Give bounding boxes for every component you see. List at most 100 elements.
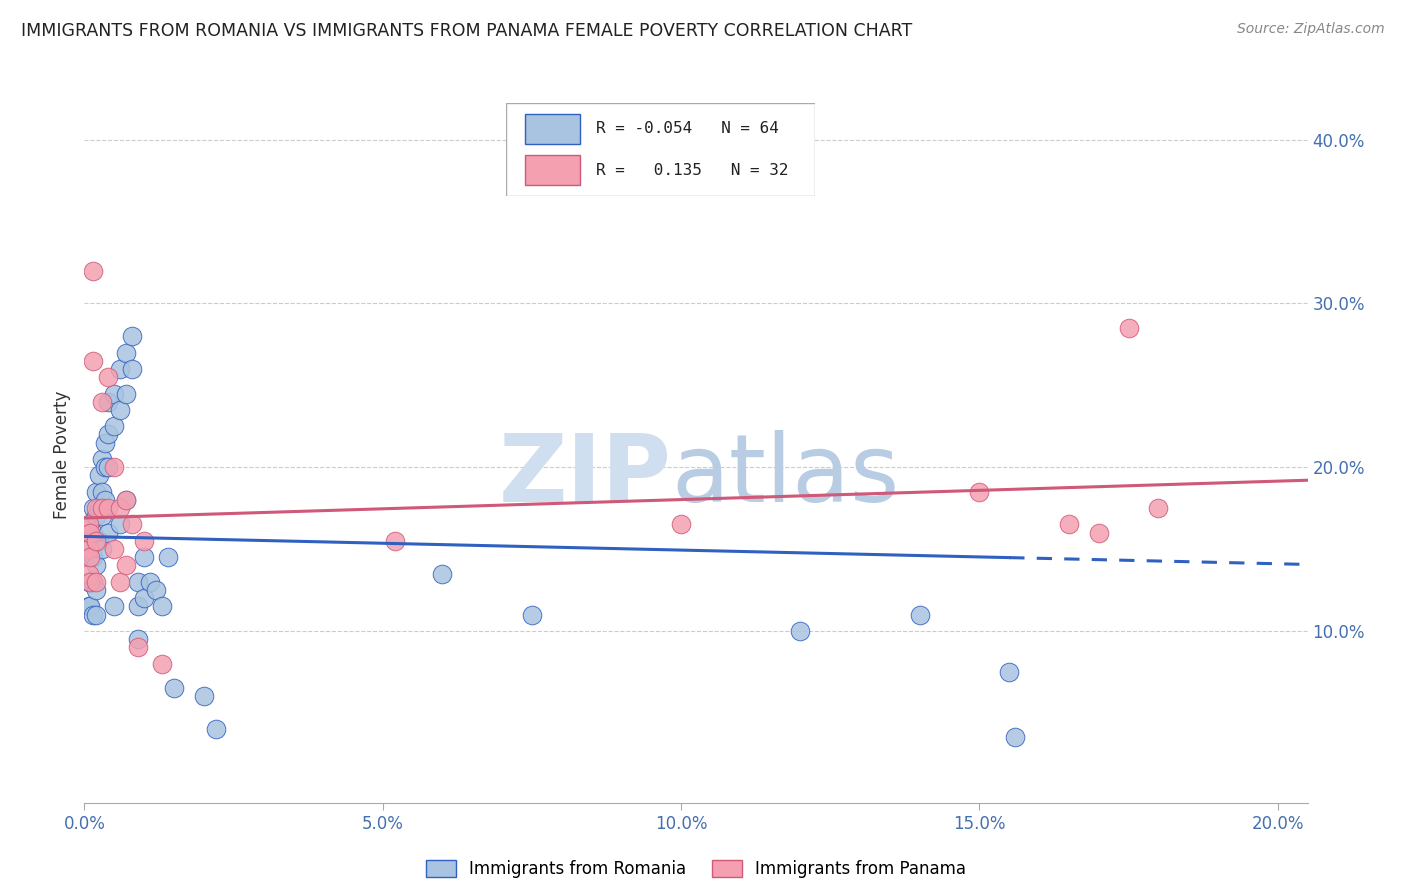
- Point: [193, 690, 215, 704]
- Point: [77, 599, 100, 614]
- Point: [82, 353, 104, 368]
- Point: [89, 468, 111, 483]
- Point: [79, 550, 101, 565]
- Point: [145, 582, 167, 597]
- Text: ZIP: ZIP: [499, 430, 672, 522]
- Point: [79, 574, 101, 589]
- Point: [94, 460, 117, 475]
- Point: [139, 574, 162, 589]
- Point: [432, 566, 454, 581]
- Point: [108, 517, 131, 532]
- Point: [127, 599, 149, 614]
- Point: [79, 574, 101, 589]
- Point: [82, 574, 104, 589]
- Point: [79, 525, 101, 540]
- Point: [1118, 321, 1140, 335]
- Point: [89, 501, 111, 516]
- Text: R = -0.054   N = 64: R = -0.054 N = 64: [596, 121, 779, 136]
- Point: [115, 386, 138, 401]
- Point: [108, 403, 131, 417]
- Point: [77, 542, 100, 557]
- Point: [669, 517, 692, 532]
- Bar: [524, 114, 581, 144]
- Point: [91, 501, 114, 516]
- Point: [84, 509, 107, 524]
- Point: [103, 460, 125, 475]
- Point: [121, 517, 143, 532]
- Legend: Immigrants from Romania, Immigrants from Panama: Immigrants from Romania, Immigrants from…: [419, 854, 973, 885]
- Point: [108, 501, 131, 516]
- Point: [998, 665, 1021, 679]
- Point: [82, 525, 104, 540]
- Text: Source: ZipAtlas.com: Source: ZipAtlas.com: [1237, 22, 1385, 37]
- Point: [156, 550, 179, 565]
- Bar: [524, 155, 581, 185]
- Point: [115, 345, 138, 359]
- Point: [1147, 501, 1170, 516]
- Point: [94, 492, 117, 507]
- Point: [94, 435, 117, 450]
- Point: [132, 591, 155, 606]
- Point: [132, 533, 155, 548]
- Point: [103, 599, 125, 614]
- Point: [384, 533, 406, 548]
- Point: [77, 542, 100, 557]
- Point: [97, 394, 120, 409]
- Point: [103, 542, 125, 557]
- Point: [127, 632, 149, 646]
- Point: [103, 419, 125, 434]
- Point: [84, 501, 107, 516]
- Text: IMMIGRANTS FROM ROMANIA VS IMMIGRANTS FROM PANAMA FEMALE POVERTY CORRELATION CHA: IMMIGRANTS FROM ROMANIA VS IMMIGRANTS FR…: [21, 22, 912, 40]
- Point: [204, 722, 226, 736]
- Point: [115, 492, 138, 507]
- Point: [84, 533, 107, 548]
- Point: [91, 484, 114, 499]
- Point: [77, 566, 100, 581]
- Point: [84, 574, 107, 589]
- Text: atlas: atlas: [672, 430, 900, 522]
- Point: [127, 574, 149, 589]
- Point: [150, 599, 173, 614]
- Point: [121, 362, 143, 376]
- Point: [115, 558, 138, 573]
- Point: [108, 574, 131, 589]
- Point: [91, 542, 114, 557]
- Point: [108, 362, 131, 376]
- Point: [84, 582, 107, 597]
- Point: [77, 517, 100, 532]
- Point: [127, 640, 149, 655]
- Point: [84, 484, 107, 499]
- Point: [84, 607, 107, 622]
- Point: [1004, 731, 1026, 745]
- Y-axis label: Female Poverty: Female Poverty: [53, 391, 72, 519]
- Point: [97, 501, 120, 516]
- Point: [150, 657, 173, 671]
- Point: [1057, 517, 1080, 532]
- Point: [969, 484, 991, 499]
- Point: [89, 533, 111, 548]
- Point: [908, 607, 931, 622]
- Point: [121, 329, 143, 343]
- Point: [163, 681, 186, 696]
- Point: [91, 394, 114, 409]
- Point: [1087, 525, 1109, 540]
- Point: [79, 550, 101, 565]
- Point: [97, 460, 120, 475]
- Point: [97, 370, 120, 384]
- Text: R =   0.135   N = 32: R = 0.135 N = 32: [596, 162, 789, 178]
- Point: [97, 427, 120, 442]
- Point: [82, 550, 104, 565]
- Point: [520, 607, 543, 622]
- Point: [91, 509, 114, 524]
- Point: [82, 607, 104, 622]
- FancyBboxPatch shape: [506, 103, 815, 196]
- Point: [97, 525, 120, 540]
- Point: [77, 574, 100, 589]
- Point: [132, 550, 155, 565]
- Point: [82, 501, 104, 516]
- Point: [103, 386, 125, 401]
- Point: [79, 599, 101, 614]
- Point: [789, 624, 811, 638]
- Point: [84, 558, 107, 573]
- Point: [84, 533, 107, 548]
